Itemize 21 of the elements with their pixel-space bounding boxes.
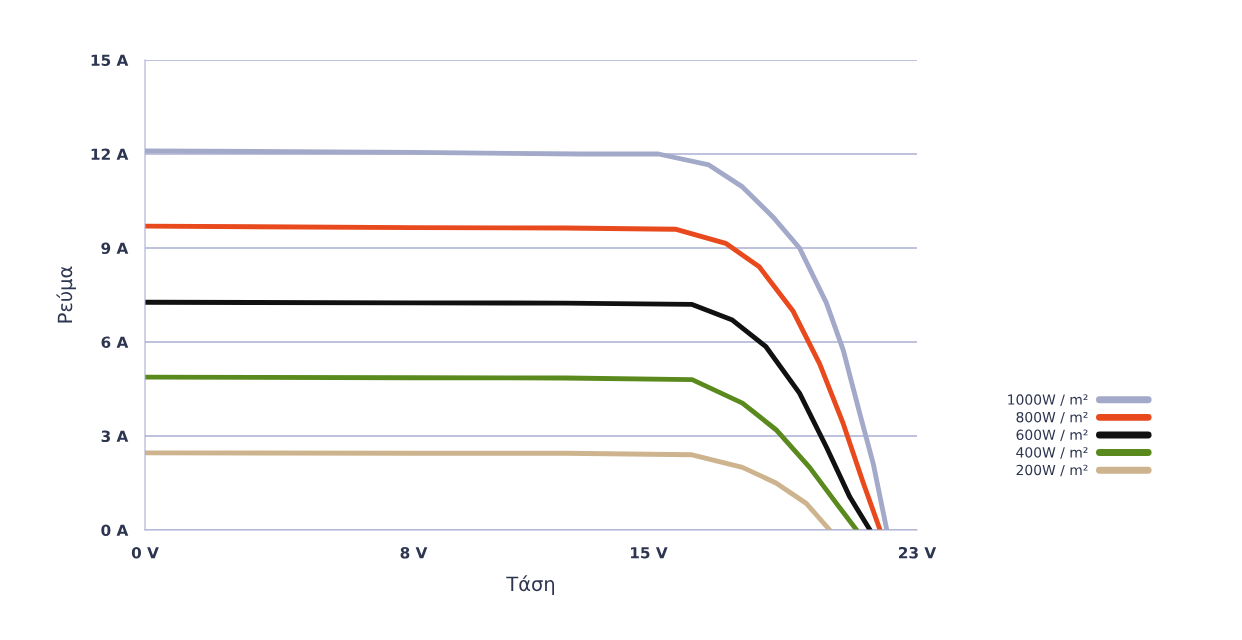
x-tick-label: 23 V (899, 546, 937, 559)
line-series (145, 374, 860, 530)
x-tick-label: 15 V (631, 547, 668, 559)
legend-label: 800W / m² (1016, 411, 1088, 424)
y-tick-label: 3 A (101, 430, 129, 443)
x-axis-title: Τάση (506, 575, 555, 595)
y-axis-title: Ρεύμα (56, 266, 77, 323)
y-tick-label: 15 A (91, 54, 129, 67)
legend-label: 600W / m² (1016, 429, 1088, 442)
y-tick-label: 12 A (91, 148, 129, 160)
y-tick-label: 9 A (101, 242, 129, 255)
line-series (145, 450, 833, 530)
line-series (145, 223, 883, 530)
x-tick-label: 8 V (400, 546, 428, 559)
legend-label: 200W / m² (1016, 464, 1088, 477)
line-series (145, 299, 873, 530)
legend-label: 400W / m² (1016, 447, 1088, 459)
x-tick-label: 0 V (131, 546, 159, 559)
y-tick-label: 6 A (101, 336, 129, 349)
y-tick-label: 0 A (101, 524, 129, 537)
legend-label: 1000W / m² (1008, 394, 1088, 406)
